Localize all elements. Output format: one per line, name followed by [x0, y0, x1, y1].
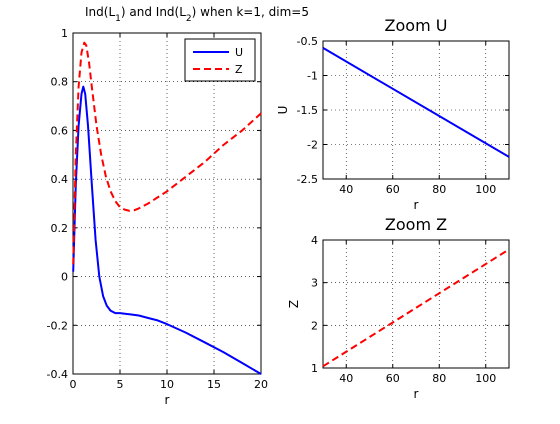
grid-lines	[323, 240, 509, 368]
y-tick-label: 0.8	[51, 76, 69, 89]
y-tick-label: 3	[311, 277, 318, 290]
x-tick-label: 100	[475, 183, 496, 196]
x-tick-label: 0	[70, 378, 77, 391]
chart-title: Zoom Z	[385, 215, 447, 234]
y-axis-label: U	[276, 106, 290, 115]
y-tick-label: 4	[311, 234, 318, 247]
series-line-1	[322, 248, 510, 368]
grid-lines	[73, 33, 261, 374]
plot-area	[322, 239, 510, 369]
y-axis-label: Z	[287, 300, 301, 308]
x-tick-label: 5	[117, 378, 124, 391]
y-tick-label: -0.2	[47, 319, 68, 332]
y-tick-label: 2	[311, 319, 318, 332]
series-line-1	[322, 47, 510, 158]
y-tick-label: -2.5	[297, 173, 318, 186]
x-axis-label: r	[414, 387, 419, 401]
y-tick-label: 0.4	[51, 173, 69, 186]
x-tick-label: 100	[475, 372, 496, 385]
x-tick-label: 80	[432, 183, 446, 196]
series-line-u	[72, 85, 262, 375]
series-line-z	[72, 41, 262, 265]
x-tick-label: 40	[339, 183, 353, 196]
chart-3: 40 60 80 100 1 2 3 4 r Z Zoom Z	[287, 215, 510, 401]
legend-box	[184, 38, 256, 82]
y-tick-label: 1	[61, 27, 68, 40]
y-tick-label: 0.6	[51, 124, 69, 137]
title-subscript: 1	[115, 14, 121, 24]
y-tick-label: -2	[307, 139, 318, 152]
y-tick-label: -0.5	[297, 35, 318, 48]
title-part: Ind(L	[85, 5, 115, 19]
title-part: ) and Ind(L	[121, 5, 186, 19]
x-tick-label: 10	[160, 378, 174, 391]
x-tick-label: 20	[254, 378, 268, 391]
x-axis-label: r	[165, 393, 170, 407]
x-tick-label: 60	[386, 372, 400, 385]
y-tick-label: 0.2	[51, 222, 69, 235]
y-tick-label: 0	[61, 271, 68, 284]
y-tick-label: -1	[307, 70, 318, 83]
x-tick-label: 15	[207, 378, 221, 391]
x-tick-label: 60	[386, 183, 400, 196]
title-subscript: 2	[186, 14, 192, 24]
chart-title: Ind(L1) and Ind(L2) when k=1, dim=5	[85, 5, 309, 24]
y-tick-label: -1.5	[297, 104, 318, 117]
legend: UZ	[184, 38, 256, 82]
legend-label-u: U	[235, 46, 243, 59]
title-part: ) when k=1, dim=5	[192, 5, 309, 19]
chart-2: 40 60 80 100 -2.5 -2 -1.5 -1 -0.5 r U Zoom U	[276, 16, 510, 212]
x-tick-label: 80	[432, 372, 446, 385]
y-tick-label: -0.4	[47, 368, 68, 381]
legend-label-z: Z	[235, 63, 243, 76]
x-axis-label: r	[414, 198, 419, 212]
y-tick-label: 1	[311, 362, 318, 375]
plot-area	[72, 32, 262, 375]
x-tick-label: 40	[339, 372, 353, 385]
grid-lines	[323, 41, 509, 179]
chart-title: Zoom U	[385, 16, 448, 35]
